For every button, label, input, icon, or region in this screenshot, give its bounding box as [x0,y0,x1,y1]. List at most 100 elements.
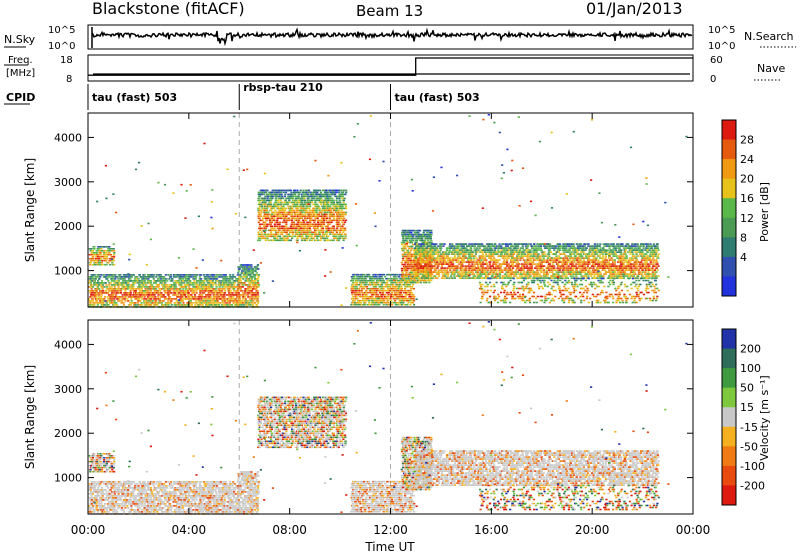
power-point [489,263,492,265]
power-point [206,282,209,284]
power-point [449,261,452,263]
power-point [313,227,316,230]
power-point [458,277,461,279]
power-point [404,295,407,298]
power-point [225,298,228,300]
power-point [274,221,277,224]
power-point [465,271,468,273]
power-point [382,293,385,296]
power-point [285,231,288,234]
power-point [397,301,400,304]
power-point [129,290,132,292]
power-point [256,298,259,300]
power-point [272,207,276,210]
power-point [276,223,279,226]
power-point [372,273,375,276]
power-point [350,279,353,282]
power-point [390,289,393,292]
power-point [303,197,306,200]
power-point [218,276,221,278]
power-point [229,286,232,288]
power-point [310,195,313,198]
power-point [374,277,377,280]
power-point [287,207,290,210]
power-point [459,251,462,253]
power-point [306,235,309,238]
power-point [366,279,369,282]
power-point [301,199,304,202]
power-point [457,267,460,269]
power-point [289,225,292,228]
power-point [410,233,414,236]
power-point [149,290,153,292]
power-point [483,277,486,279]
power-point [258,219,261,222]
power-point [300,203,303,206]
power-point [199,302,202,304]
freq-label: Freq. [8,55,33,66]
power-point [169,298,172,300]
power-point [248,268,251,270]
power-point [90,294,93,296]
power-point [222,282,226,284]
power-point [247,288,250,290]
power-point [277,207,280,210]
power-point [229,292,233,294]
power-point [490,255,494,257]
power-point [307,201,310,204]
power-point [215,284,218,286]
power-point [474,253,477,255]
power-point [384,275,387,278]
power-point [185,274,188,276]
power-point [247,274,250,276]
power-point [444,277,447,279]
power-point [299,191,302,194]
power-point [344,203,347,206]
power-point [193,290,196,292]
power-point [319,199,322,202]
power-point [123,292,126,294]
power-point [291,209,294,212]
power-point [193,298,196,300]
power-point [426,267,429,269]
power-point [321,189,324,192]
power-point [284,191,288,194]
power-point [401,297,404,300]
power-point [248,270,251,272]
power-point [436,261,439,263]
power-point [273,223,276,226]
power-point [227,304,230,306]
power-point [324,209,327,212]
power-point [489,273,492,275]
power-point [421,241,424,244]
power-point [469,261,472,263]
power-point [199,292,202,294]
power-point [156,304,159,306]
power-point [438,263,442,265]
power-point [294,229,298,232]
power-point [415,239,418,242]
power-point [320,225,323,228]
power-point [107,292,110,294]
power-point [411,239,415,242]
power-point [270,233,273,236]
power-point [140,292,143,294]
power-point [254,274,257,276]
power-point [359,281,363,284]
power-point [329,209,332,212]
power-point [281,229,284,232]
power-point [335,199,338,202]
power-point [268,203,271,206]
power-point [112,296,115,298]
power-point [283,211,286,214]
power-point [120,302,123,304]
power-point [252,282,256,284]
power-point [134,276,137,278]
power-point [412,255,415,258]
power-point [399,279,402,282]
power-point [265,233,269,236]
power-point [306,221,309,224]
power-point [297,195,300,198]
power-point [200,274,203,276]
power-point [280,239,283,242]
